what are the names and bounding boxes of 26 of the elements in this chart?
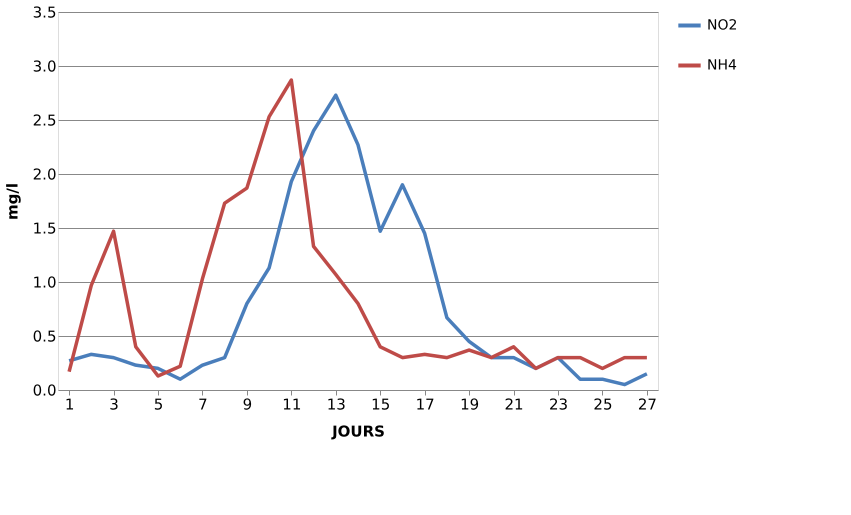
y-tick-label: 1.0 xyxy=(32,274,56,292)
y-tick-label: 3.5 xyxy=(32,4,56,22)
x-axis-title: JOURS xyxy=(331,422,385,440)
y-axis-title: mg/l xyxy=(4,183,22,220)
legend-label: NH4 xyxy=(707,58,737,74)
x-tick-label: 9 xyxy=(242,396,252,414)
y-tick-label: 2.5 xyxy=(32,112,56,130)
y-tick-label: 1.5 xyxy=(32,220,56,238)
y-tick-label: 2.0 xyxy=(32,166,56,184)
x-tick-label: 3 xyxy=(109,396,119,414)
x-tick-label: 25 xyxy=(593,396,612,414)
x-tick-label: 27 xyxy=(638,396,657,414)
x-tick-label: 13 xyxy=(326,396,346,414)
legend-label: NO2 xyxy=(707,18,738,34)
y-tick-label: 3.0 xyxy=(32,58,56,76)
x-tick-label: 17 xyxy=(416,396,435,414)
x-tick-label: 1 xyxy=(64,396,74,414)
y-tick-label: 0.0 xyxy=(32,382,56,400)
x-tick-label: 23 xyxy=(548,396,568,414)
x-tick-label: 19 xyxy=(460,396,480,414)
x-tick-label: 21 xyxy=(504,396,524,414)
y-tick-label: 0.5 xyxy=(32,328,56,346)
x-tick-label: 7 xyxy=(198,396,208,414)
x-tick-label: 11 xyxy=(282,396,302,414)
x-tick-label: 5 xyxy=(154,396,164,414)
x-tick-label: 15 xyxy=(371,396,390,414)
